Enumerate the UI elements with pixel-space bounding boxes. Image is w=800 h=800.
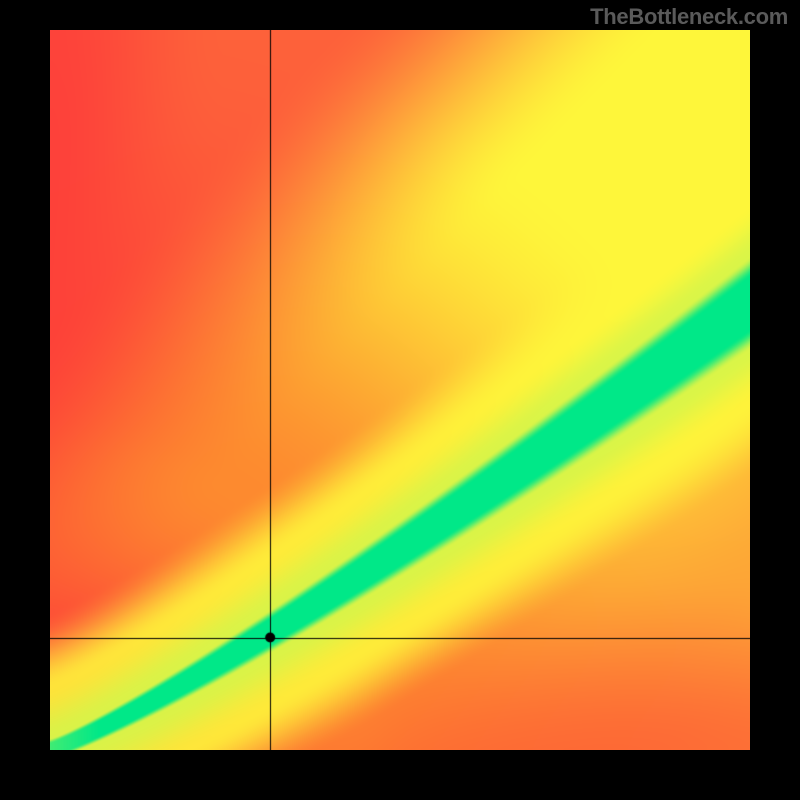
heatmap-canvas	[50, 30, 750, 750]
watermark-label: TheBottleneck.com	[590, 4, 788, 30]
chart-container: TheBottleneck.com	[0, 0, 800, 800]
plot-area	[50, 30, 750, 750]
